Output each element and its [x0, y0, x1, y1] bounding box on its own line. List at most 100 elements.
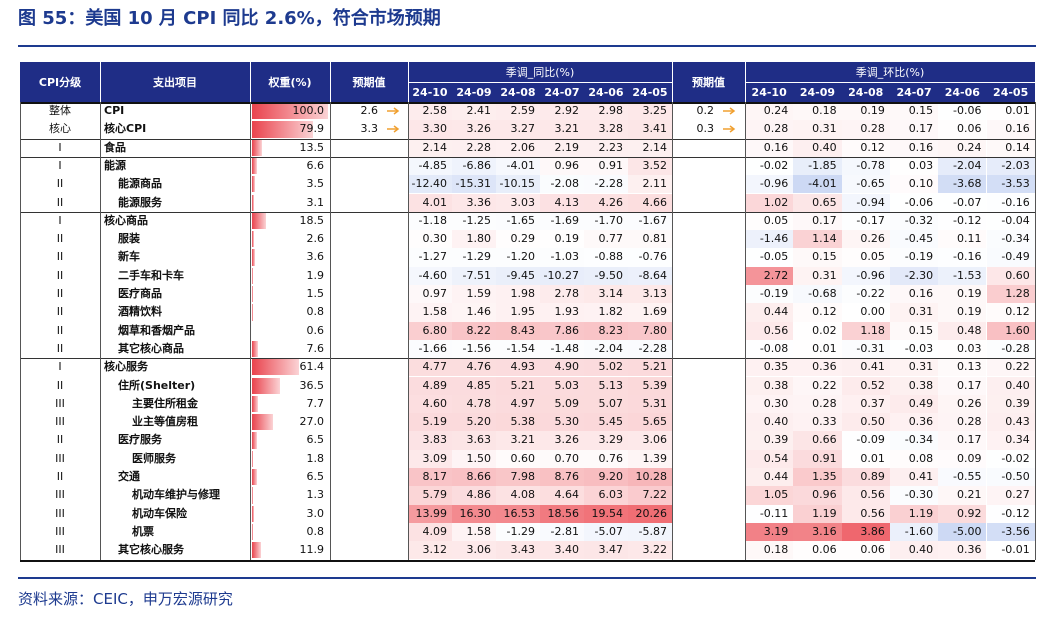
- mom-cell: -1.46: [745, 230, 794, 249]
- yoy-cell: 1.50: [452, 449, 496, 468]
- level-cell: II: [56, 470, 64, 483]
- weight-bar: [252, 395, 258, 413]
- mom-cell: 1.05: [745, 486, 794, 505]
- mom-cell: 1.60: [986, 321, 1035, 340]
- yoy-cell: 8.22: [452, 321, 496, 340]
- yoy-cell: 4.09: [408, 522, 452, 542]
- item-cell: 机动车维护与修理: [132, 488, 220, 502]
- mom-cell: -0.96: [841, 266, 890, 285]
- yoy-cell: 5.07: [584, 394, 628, 414]
- trend-arrow: [387, 107, 400, 115]
- yoy-cell: -2.08: [540, 175, 584, 193]
- mom-cell: -0.16: [1001, 195, 1030, 209]
- weight-cell: 36.5: [299, 378, 325, 392]
- yoy-cell: 3.21: [540, 120, 584, 139]
- mom-cell: 0.12: [842, 139, 890, 157]
- mom-cell: -0.68: [793, 285, 842, 304]
- yoy-cell: -4.01: [496, 156, 540, 176]
- yoy-cell: 5.38: [496, 413, 540, 432]
- mom-cell: 0.52: [841, 376, 890, 395]
- yoy-cell: 6.80: [408, 321, 452, 340]
- level-cell: II: [56, 195, 64, 209]
- yoy-cell: -1.65: [496, 212, 540, 230]
- mom-cell: 3.16: [793, 522, 842, 542]
- yoy-cell: 5.31: [628, 394, 672, 414]
- yoy-cell: 3.28: [584, 120, 628, 139]
- mom-cell: 1.35: [793, 468, 842, 487]
- yoy-cell: 7.86: [540, 321, 584, 340]
- mom-cell: 0.12: [987, 303, 1035, 321]
- level-cell: II: [56, 232, 64, 246]
- mom-cell: 0.91: [793, 449, 842, 468]
- mom-cell: 0.65: [793, 193, 842, 212]
- item-cell: 其它核心商品: [118, 341, 184, 355]
- mom-cell: -2.03: [986, 156, 1035, 176]
- weight-cell: 79.9: [299, 122, 325, 136]
- yoy-cell: -9.50: [584, 266, 628, 285]
- weight-bar: [252, 267, 254, 284]
- level-cell: I: [58, 360, 62, 374]
- yoy-cell: 0.70: [540, 450, 584, 468]
- source: 资料来源：CEIC，申万宏源研究: [18, 590, 233, 608]
- yoy-cell: 8.43: [496, 321, 540, 340]
- mom-cell: 0.48: [938, 321, 987, 340]
- level-cell: III: [55, 506, 65, 520]
- mom-cell: 1.14: [793, 230, 842, 249]
- item-cell: 机票: [132, 524, 154, 538]
- item-cell: 医疗服务: [118, 433, 162, 447]
- mom-cell: 0.49: [889, 394, 939, 414]
- header-divider: [745, 82, 1035, 83]
- mom-cell: -0.04: [1001, 213, 1030, 227]
- mom-cell: 0.56: [841, 504, 890, 523]
- mom-cell: 0.17: [938, 431, 986, 449]
- mom-cell: -0.12: [953, 213, 982, 227]
- mom-cell: -1.53: [938, 266, 987, 285]
- weight-bar: [252, 414, 273, 431]
- group-rule: [20, 138, 1035, 140]
- header-cell: CPI分级: [38, 76, 82, 89]
- mom-cell: 0.30: [745, 394, 794, 414]
- mom-cell: -0.31: [842, 340, 890, 358]
- level-cell: 核心: [49, 122, 71, 136]
- column-rule: [250, 102, 251, 560]
- title-rule: [18, 45, 1036, 47]
- mom-cell: 0.31: [793, 266, 842, 285]
- mom-cell: 1.18: [841, 321, 890, 340]
- yoy-cell: -12.40: [408, 175, 452, 194]
- column-rule: [1035, 102, 1036, 560]
- mom-cell: 0.44: [745, 468, 794, 487]
- header-cell: 季调_环比(%): [855, 66, 925, 79]
- weight-cell: 6.5: [306, 433, 325, 447]
- mom-cell: -0.07: [953, 195, 982, 209]
- yoy-cell: 2.41: [452, 102, 496, 121]
- level-cell: III: [55, 451, 65, 465]
- yoy-cell: -5.07: [584, 522, 628, 542]
- mom-cell: 0.40: [986, 376, 1035, 395]
- column-rule: [100, 102, 101, 560]
- item-cell: 业主等值房租: [132, 415, 198, 429]
- yoy-cell: 3.30: [408, 120, 452, 139]
- yoy-cell: -1.29: [506, 524, 535, 538]
- yoy-cell: 3.12: [408, 541, 452, 560]
- group-rule: [20, 211, 1035, 213]
- yoy-cell: -2.04: [584, 340, 628, 358]
- mom-cell: 0.36: [793, 358, 842, 377]
- mom-cell: 0.08: [908, 451, 934, 465]
- mom-cell: 0.12: [793, 303, 841, 321]
- yoy-cell: -2.81: [540, 522, 584, 542]
- level-cell: II: [56, 341, 64, 355]
- mom-cell: 0.96: [793, 486, 842, 505]
- mom-cell: 0.40: [793, 138, 842, 157]
- yoy-cell: -1.67: [628, 212, 672, 230]
- mom-cell: 0.41: [841, 358, 890, 377]
- yoy-cell: 5.30: [540, 413, 584, 432]
- mom-cell: 0.01: [1005, 104, 1030, 117]
- yoy-cell: 5.09: [540, 394, 584, 414]
- mom-cell: -0.09: [856, 433, 885, 447]
- mom-cell: -2.30: [889, 266, 939, 285]
- mom-cell: 0.28: [793, 394, 842, 414]
- mom-cell: 0.10: [908, 177, 934, 191]
- mom-cell: -0.32: [890, 212, 938, 230]
- yoy-cell: -2.28: [628, 340, 672, 358]
